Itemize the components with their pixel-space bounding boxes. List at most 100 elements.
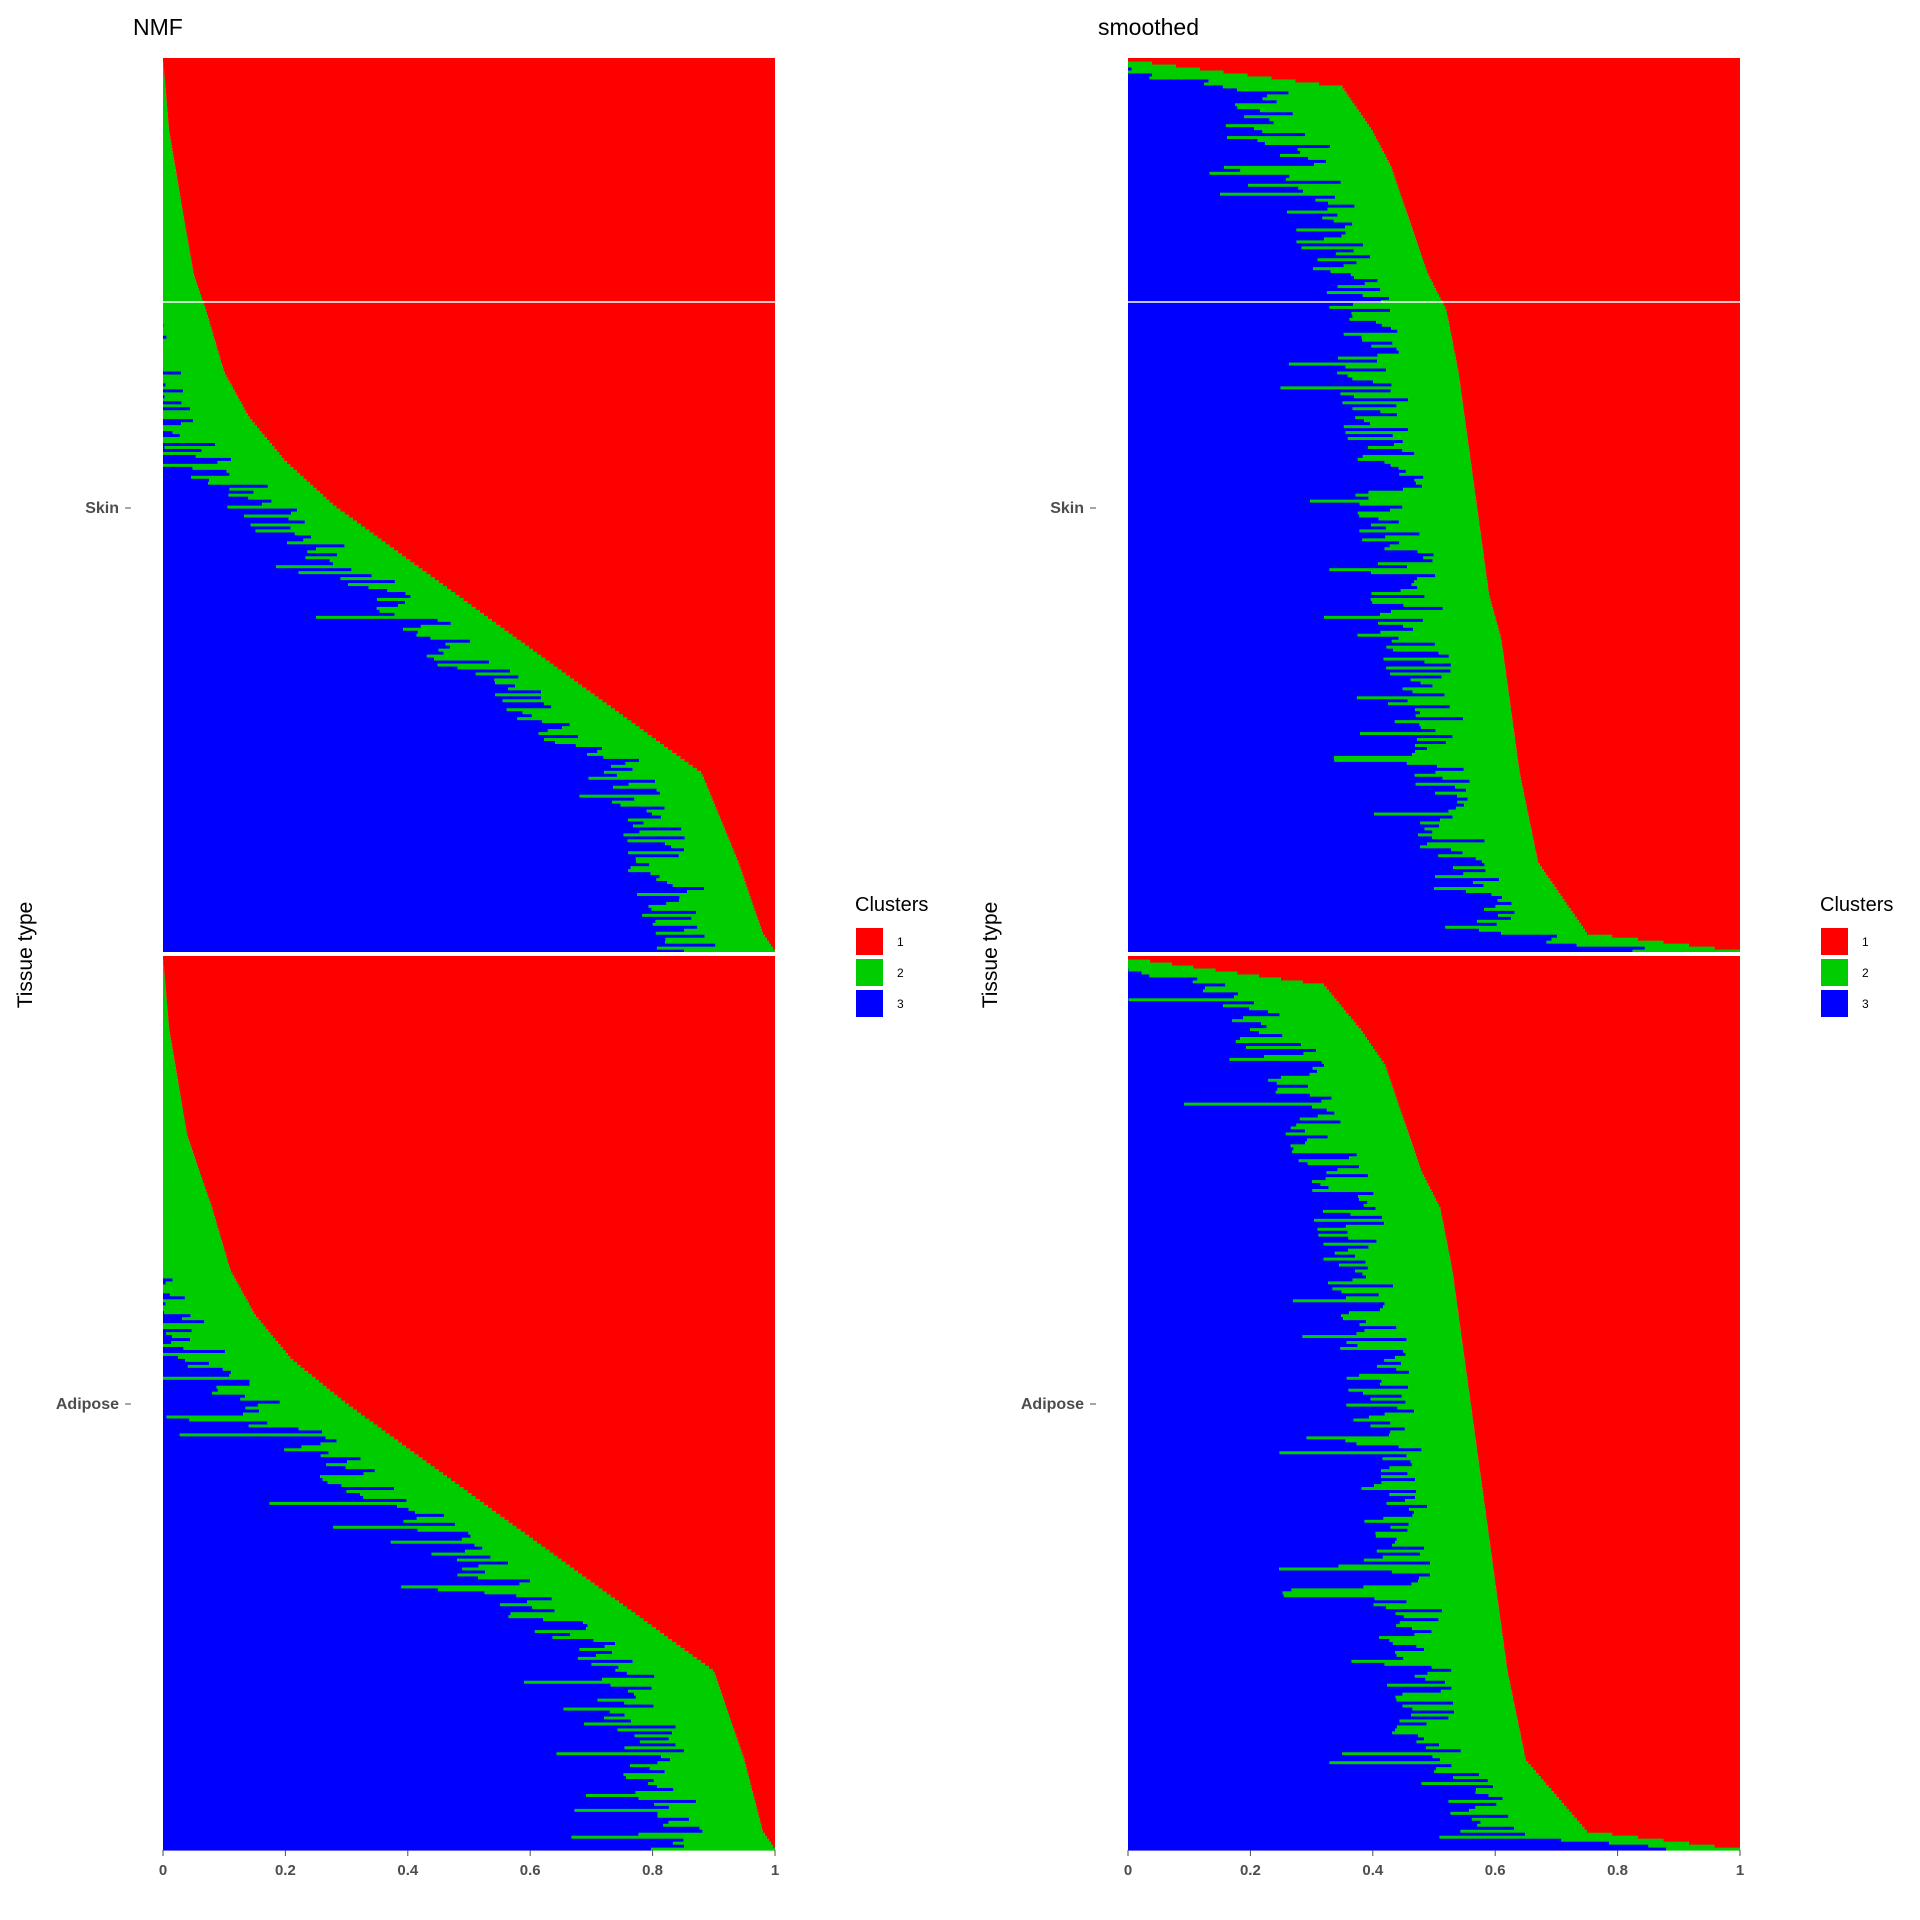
- bar-segment-cluster-3: [163, 677, 495, 682]
- bar-segment-cluster-3: [1128, 609, 1391, 613]
- bar-segment-cluster-3: [1128, 1435, 1307, 1440]
- bar-segment-cluster-2: [1317, 1227, 1445, 1231]
- bar-segment-cluster-1: [1388, 1072, 1740, 1076]
- bar-segment-cluster-2: [1312, 1188, 1432, 1193]
- bar-segment-cluster-2: [630, 865, 741, 870]
- bar-segment-cluster-3: [1128, 1620, 1400, 1625]
- bar-segment-cluster-1: [1556, 1793, 1740, 1797]
- bar-segment-cluster-2: [633, 823, 724, 828]
- bar-segment-cluster-1: [1477, 1447, 1740, 1452]
- bar-segment-cluster-3: [1128, 1167, 1338, 1172]
- bar-segment-cluster-3: [163, 1572, 458, 1577]
- bar-segment-cluster-1: [711, 794, 775, 798]
- bar-segment-cluster-3: [1128, 430, 1346, 435]
- bar-segment-cluster-2: [163, 1289, 243, 1294]
- bar-segment-cluster-1: [1479, 1462, 1740, 1467]
- bar-segment-cluster-1: [173, 153, 775, 157]
- bar-segment-cluster-2: [1417, 585, 1489, 590]
- bar-segment-cluster-1: [532, 1537, 775, 1541]
- bar-segment-cluster-2: [179, 433, 265, 438]
- bar-segment-cluster-2: [163, 1188, 207, 1193]
- bar-segment-cluster-2: [163, 1033, 171, 1038]
- bar-segment-cluster-1: [602, 1587, 775, 1592]
- bar-segment-cluster-3: [163, 1471, 364, 1476]
- bar-segment-cluster-2: [1342, 1751, 1525, 1756]
- bar-segment-cluster-1: [719, 814, 775, 819]
- bar-segment-cluster-2: [628, 1689, 721, 1693]
- bar-segment-cluster-3: [1128, 794, 1457, 798]
- bar-segment-cluster-1: [622, 713, 775, 718]
- bar-segment-cluster-1: [643, 728, 775, 733]
- bar-segment-cluster-1: [1455, 356, 1740, 360]
- bar-segment-cluster-2: [163, 364, 223, 369]
- bar-segment-cluster-2: [1452, 734, 1515, 739]
- bar-segment-cluster-1: [1515, 740, 1740, 744]
- bar-segment-cluster-2: [1337, 370, 1459, 375]
- bar-segment-cluster-2: [163, 1051, 174, 1055]
- bar-segment-cluster-1: [1423, 257, 1740, 262]
- bar-segment-cluster-1: [639, 725, 775, 730]
- bar-segment-cluster-2: [597, 1698, 724, 1702]
- bar-segment-cluster-3: [1128, 907, 1485, 911]
- bar-segment-cluster-3: [1128, 630, 1381, 634]
- bar-segment-cluster-1: [1447, 314, 1740, 318]
- bar-segment-cluster-2: [416, 633, 513, 637]
- bar-segment-cluster-1: [504, 627, 775, 631]
- bar-segment-cluster-3: [1128, 1629, 1432, 1634]
- bar-segment-cluster-3: [1128, 242, 1363, 247]
- bar-segment-cluster-2: [475, 671, 566, 676]
- bar-segment-cluster-2: [508, 1614, 640, 1619]
- bar-segment-cluster-3: [1128, 534, 1386, 539]
- bar-segment-cluster-2: [1424, 1647, 1505, 1651]
- bar-segment-cluster-2: [1409, 1507, 1486, 1511]
- bar-segment-cluster-2: [284, 1447, 411, 1452]
- bar-segment-cluster-3: [1128, 1781, 1422, 1786]
- bar-segment-cluster-1: [1487, 579, 1740, 584]
- bar-segment-cluster-1: [467, 600, 775, 604]
- bar-segment-cluster-3: [1128, 1325, 1397, 1330]
- bar-segment-cluster-1: [212, 329, 776, 333]
- bar-segment-cluster-3: [163, 871, 651, 876]
- bar-segment-cluster-3: [163, 728, 548, 733]
- bar-segment-cluster-1: [1518, 764, 1740, 768]
- bar-segment-cluster-3: [1128, 385, 1281, 390]
- bar-segment-cluster-3: [1128, 162, 1315, 166]
- bar-segment-cluster-1: [1379, 141, 1740, 146]
- bar-segment-cluster-3: [163, 400, 182, 405]
- bar-segment-cluster-2: [1302, 1334, 1462, 1339]
- bar-segment-cluster-2: [659, 874, 744, 879]
- bar-segment-cluster-2: [1204, 81, 1320, 86]
- bar-segment-cluster-1: [724, 1701, 775, 1705]
- bar-segment-cluster-3: [163, 1659, 633, 1663]
- bar-segment-cluster-3: [1128, 1391, 1364, 1395]
- bar-segment-cluster-3: [1128, 1423, 1371, 1428]
- bar-segment-cluster-2: [596, 1653, 693, 1657]
- bar-segment-cluster-1: [176, 1072, 775, 1076]
- bar-segment-cluster-1: [207, 1191, 775, 1195]
- bar-segment-cluster-1: [1513, 722, 1740, 727]
- bar-segment-cluster-2: [683, 1838, 769, 1842]
- bar-segment-cluster-3: [1128, 138, 1258, 143]
- bar-segment-cluster-3: [163, 394, 165, 399]
- bar-segment-cluster-2: [1407, 564, 1486, 569]
- bar-segment-cluster-3: [163, 1623, 588, 1628]
- bar-segment-cluster-1: [1526, 805, 1740, 810]
- bar-segment-cluster-3: [1128, 1823, 1478, 1827]
- bar-segment-cluster-2: [1338, 356, 1456, 360]
- bar-segment-cluster-1: [1372, 129, 1740, 134]
- bar-segment-cluster-2: [1248, 183, 1398, 187]
- bar-segment-cluster-2: [163, 1271, 233, 1276]
- bar-segment-cluster-1: [716, 805, 775, 810]
- bar-segment-cluster-2: [1352, 221, 1411, 226]
- bar-segment-cluster-3: [1128, 436, 1348, 441]
- bar-segment-cluster-1: [1368, 123, 1740, 128]
- bar-segment-cluster-2: [1648, 1844, 1715, 1848]
- bar-segment-cluster-1: [467, 1489, 775, 1493]
- bar-segment-cluster-3: [1128, 388, 1391, 393]
- bar-segment-cluster-1: [1425, 263, 1740, 268]
- bar-segment-cluster-1: [220, 1233, 775, 1237]
- bar-segment-cluster-2: [1298, 1158, 1418, 1163]
- bar-segment-cluster-3: [1128, 1429, 1391, 1434]
- bar-segment-cluster-2: [166, 1414, 366, 1419]
- bar-segment-cluster-1: [483, 1501, 775, 1505]
